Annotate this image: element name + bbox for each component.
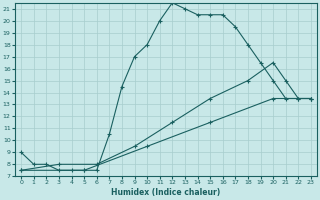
X-axis label: Humidex (Indice chaleur): Humidex (Indice chaleur)	[111, 188, 221, 197]
